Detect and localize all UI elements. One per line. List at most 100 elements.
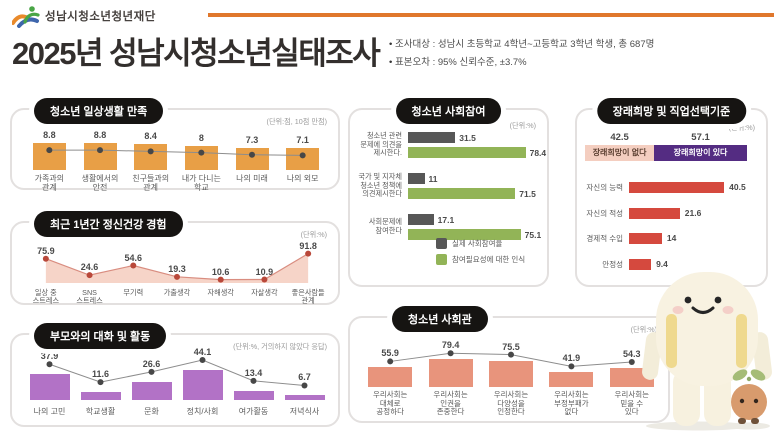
group-label: 청소년 관련 문제에 의견을 제시한다. bbox=[360, 131, 402, 158]
header-accent-line bbox=[208, 13, 774, 17]
value-label: 7.1 bbox=[296, 135, 309, 146]
category-label: 나의 외모 bbox=[286, 174, 319, 183]
survey-notes: 조사대상 : 성남시 초등학교 4학년~고등학교 3학년 학생, 총 687명 … bbox=[389, 36, 654, 72]
category-label: 무기력 bbox=[123, 288, 144, 297]
mental-health-chart: 75.9 일상 중 스트레스 24.6 SNS 스트레스 54.6 무기력 19.3 가출생각… bbox=[24, 227, 330, 305]
value-label: 11.6 bbox=[91, 369, 110, 380]
bar bbox=[235, 147, 269, 170]
panel-social-participation: 청소년 사회참여 (단위:%) 청소년 관련 문제에 의견을 제시한다. 31.5… bbox=[348, 98, 549, 287]
category-label: 나의 미래 bbox=[236, 174, 268, 183]
value-label: 31.5 bbox=[459, 132, 476, 143]
panel-career: 장래희망 및 직업선택기준 (단위:%) 42.5 57.1 장래희망이 없다 장래희… bbox=[575, 98, 768, 287]
page-title: 2025년 성남시청소년실태조사 bbox=[12, 36, 381, 71]
legend-label-perception: 참여필요성에 대한 인식 bbox=[452, 255, 526, 264]
hbar-row: 78.4 bbox=[408, 147, 547, 158]
daily-life-chart: 8.8 가족과의 관계 8.8 생활에서의 안전 8.4 친구들과의 관계 8 내가 다니는 … bbox=[24, 117, 328, 193]
hbar-row: 17.1 bbox=[408, 214, 547, 225]
category-label: 일상 중 스트레스 bbox=[32, 288, 60, 306]
value-label: 75.9 bbox=[37, 245, 55, 256]
hbar-row: 11 bbox=[408, 173, 547, 184]
mascot-face bbox=[672, 296, 734, 314]
value-label: 9.4 bbox=[656, 258, 668, 269]
bar-perception bbox=[408, 147, 526, 158]
value-label: 13.4 bbox=[244, 367, 263, 378]
bar-actual bbox=[408, 132, 456, 143]
mascot-buddy-icon bbox=[728, 369, 770, 430]
bar-criteria bbox=[629, 207, 680, 219]
bar bbox=[233, 390, 274, 400]
bar bbox=[368, 367, 413, 387]
logo-text: 성남시청소년청년재단 bbox=[45, 11, 156, 23]
unit-label-daily-life: (단위:점, 10점 만점) bbox=[266, 117, 327, 126]
bar-perception bbox=[408, 229, 521, 240]
criteria-label: 안정성 bbox=[602, 259, 623, 269]
panel-parent-talk: 부모와의 대화 및 활동 (단위:%, 거의하지 않았다 응답) 37.9 나의 … bbox=[10, 323, 340, 427]
note-sampling-error: 표본오차 : 95% 신뢰수준, ±3.7% bbox=[389, 54, 654, 68]
hope-no-segment: 장래희망이 없다 bbox=[585, 145, 655, 161]
category-label: 나의 고민 bbox=[33, 407, 66, 416]
value-label: 91.8 bbox=[299, 240, 317, 251]
value-label: 10.9 bbox=[255, 266, 274, 277]
criteria-label: 자신의 적성 bbox=[586, 208, 623, 218]
unit-label-career: (단위:%) bbox=[728, 123, 755, 132]
parent_talk-trend-overlay bbox=[46, 357, 308, 389]
panel-mental-health: 최근 1년간 정신건강 경험 (단위:%) 75.9 일상 중 스트레스 24.6 S… bbox=[10, 211, 340, 305]
value-label: 14 bbox=[666, 233, 677, 243]
group-bars: 11 71.5 bbox=[408, 173, 547, 199]
value-label: 75.5 bbox=[502, 341, 520, 352]
category-label: 우리사회는 대체로 공정하다 bbox=[372, 390, 408, 417]
legend-swatch-green bbox=[436, 254, 447, 265]
legend-item-perception: 참여필요성에 대한 인식 bbox=[436, 254, 525, 265]
social-view-chart: 55.9 우리사회는 대체로 공정하다 79.4 우리사회는 인권을 존중한다 75.5… bbox=[360, 326, 662, 422]
value-label: 79.4 bbox=[441, 340, 460, 351]
value-label: 8.4 bbox=[144, 131, 157, 142]
value-label: 26.6 bbox=[142, 358, 161, 369]
hope-no-value: 42.5 bbox=[610, 132, 629, 143]
category-label: 학교생활 bbox=[85, 407, 116, 416]
bar-criteria bbox=[629, 258, 652, 270]
bar bbox=[428, 359, 473, 387]
hope-yes-segment: 장래희망이 있다 bbox=[654, 145, 747, 161]
unit-label-social-participation: (단위:%) bbox=[509, 121, 536, 130]
group-label: 사회문제에 참여한다 bbox=[368, 217, 402, 235]
bar bbox=[284, 395, 325, 400]
legend-item-actual: 실제 사회참여율 bbox=[436, 238, 525, 249]
category-label: SNS 스트레스 bbox=[76, 288, 103, 306]
social-participation-chart: 청소년 관련 문제에 의견을 제시한다. 31.5 78.4 국가 및 지자체 청소년… bbox=[354, 131, 547, 255]
group-bars: 17.1 75.1 bbox=[408, 214, 547, 240]
value-label: 40.5 bbox=[729, 182, 746, 192]
unit-label-parent-talk: (단위:%, 거의하지 않았다 응답) bbox=[233, 342, 327, 351]
panel-title-career: 장래희망 및 직업선택기준 bbox=[596, 98, 747, 124]
legend-swatch-dark bbox=[436, 238, 447, 249]
panel-daily-life-satisfaction: 청소년 일상생활 만족 (단위:점, 10점 만점) 8.8 가족과의 관계 8.8… bbox=[10, 98, 340, 193]
group-row: 사회문제에 참여한다 17.1 75.1 bbox=[354, 214, 547, 240]
value-label: 10.6 bbox=[211, 266, 230, 277]
social-participation-legend: 실제 사회참여율 참여필요성에 대한 인식 bbox=[436, 238, 525, 270]
category-label: 좋은사람들 관계 bbox=[291, 288, 325, 306]
category-label: 우리사회는 부정부패가 없다 bbox=[554, 390, 589, 417]
value-label: 11 bbox=[428, 173, 438, 184]
unit-label-mental-health: (단위:%) bbox=[300, 230, 327, 239]
value-label: 41.9 bbox=[562, 353, 581, 364]
category-label: 저녁식사 bbox=[289, 407, 320, 416]
category-label: 여가활동 bbox=[238, 407, 269, 416]
category-label: 우리사회는 다양성을 인정한다 bbox=[493, 390, 529, 417]
value-label: 8.8 bbox=[93, 130, 107, 141]
panel-social-view: 청소년 사회관 (단위:%) 55.9 우리사회는 대체로 공정하다 79.4 우리사… bbox=[348, 306, 670, 423]
bar bbox=[29, 374, 70, 400]
mental_health-area-overlay bbox=[42, 250, 312, 283]
value-label: 55.9 bbox=[381, 348, 399, 359]
value-label: 21.6 bbox=[684, 207, 702, 218]
bar-criteria bbox=[629, 233, 662, 244]
value-label: 78.4 bbox=[529, 147, 547, 158]
value-label: 19.3 bbox=[168, 263, 186, 274]
social_view-trend-overlay bbox=[387, 350, 635, 370]
career-chart: 42.5 57.1 장래희망이 없다 장래희망이 있다 자신의 능력 40.5 자신의 적성… bbox=[585, 132, 762, 277]
group-label: 국가 및 지자체 청소년 정책에 의견제시한다 bbox=[358, 172, 402, 199]
group-row: 국가 및 지자체 청소년 정책에 의견제시한다 11 71.5 bbox=[354, 172, 547, 199]
legend-label-actual: 실제 사회참여율 bbox=[452, 239, 503, 248]
bar bbox=[131, 381, 172, 400]
mascot-character bbox=[642, 272, 772, 431]
unit-label-social-view: (단위:%) bbox=[630, 325, 657, 334]
